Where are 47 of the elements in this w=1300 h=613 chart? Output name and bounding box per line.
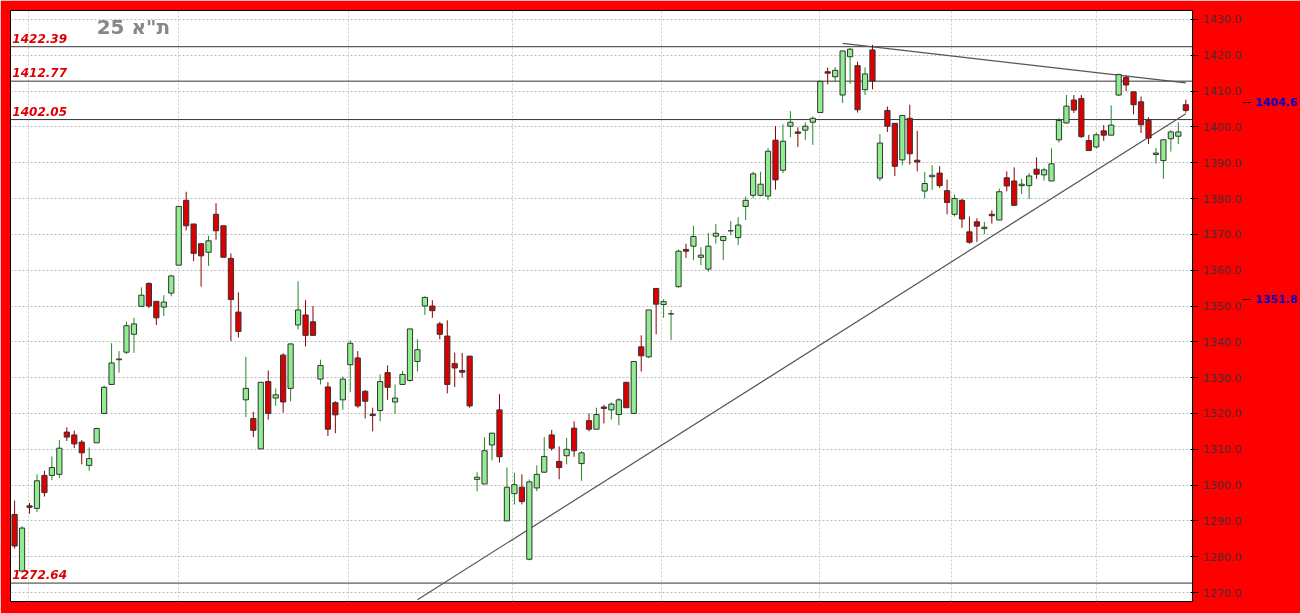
y-tick-label: 1360.0 [1203, 264, 1242, 278]
y-tick-label: 1280.0 [1203, 550, 1242, 564]
candlestick [108, 342, 115, 385]
ref-line-label: 1272.64 [12, 568, 68, 583]
y-tick-label: 1400.0 [1203, 120, 1242, 134]
y-tick-label: 1300.0 [1203, 479, 1242, 493]
candlestick [794, 126, 801, 148]
y-tick-label: 1430.0 [1203, 13, 1242, 27]
candlestick [973, 217, 981, 243]
y-tick-label: 1350.0 [1203, 300, 1242, 313]
candlestick [317, 359, 324, 385]
y-tick-label: 1420.0 [1203, 49, 1242, 63]
candlestick [115, 350, 123, 374]
text: 1404.6 [1255, 96, 1299, 110]
y-tick-label: 1290.0 [1203, 514, 1242, 528]
candlestick [921, 171, 928, 200]
candlestick [556, 445, 563, 480]
y-tick-label: 1340.0 [1203, 335, 1242, 349]
candlestick [369, 407, 376, 432]
ref-line-label: 1422.39 [12, 31, 68, 46]
y-tick-label: 1270.0 [1203, 586, 1242, 600]
candlestick [690, 225, 697, 261]
y-tick-label: 1380.0 [1203, 192, 1242, 206]
candlestick [391, 383, 399, 415]
candlestick [735, 216, 742, 246]
text: 1351.8 [1255, 293, 1298, 307]
candlestick [578, 450, 585, 482]
candlestick [339, 376, 346, 411]
candlestick [742, 195, 749, 221]
candlestick [235, 291, 242, 339]
ref-line-label: 1402.05 [12, 104, 68, 119]
candlestick [242, 356, 249, 418]
candlestick [667, 309, 675, 341]
y-tick-label: 1370.0 [1203, 228, 1242, 242]
ref-line-label: 1412.77 [12, 66, 68, 81]
y-tick-label: 1320.0 [1203, 407, 1242, 421]
candlestick [548, 429, 555, 452]
y-tick-label: 1310.0 [1203, 443, 1242, 457]
candlestick [966, 215, 973, 245]
candlestick [168, 274, 175, 297]
y-tick-label: 1410.0 [1203, 85, 1242, 99]
y-tick-label: 1390.0 [1203, 156, 1242, 170]
candlestick [914, 130, 921, 172]
chart-title: ת"א 25 [96, 14, 171, 39]
candlestick [541, 436, 548, 474]
y-tick-label: 1330.0 [1203, 371, 1242, 385]
candlestick [86, 446, 93, 472]
